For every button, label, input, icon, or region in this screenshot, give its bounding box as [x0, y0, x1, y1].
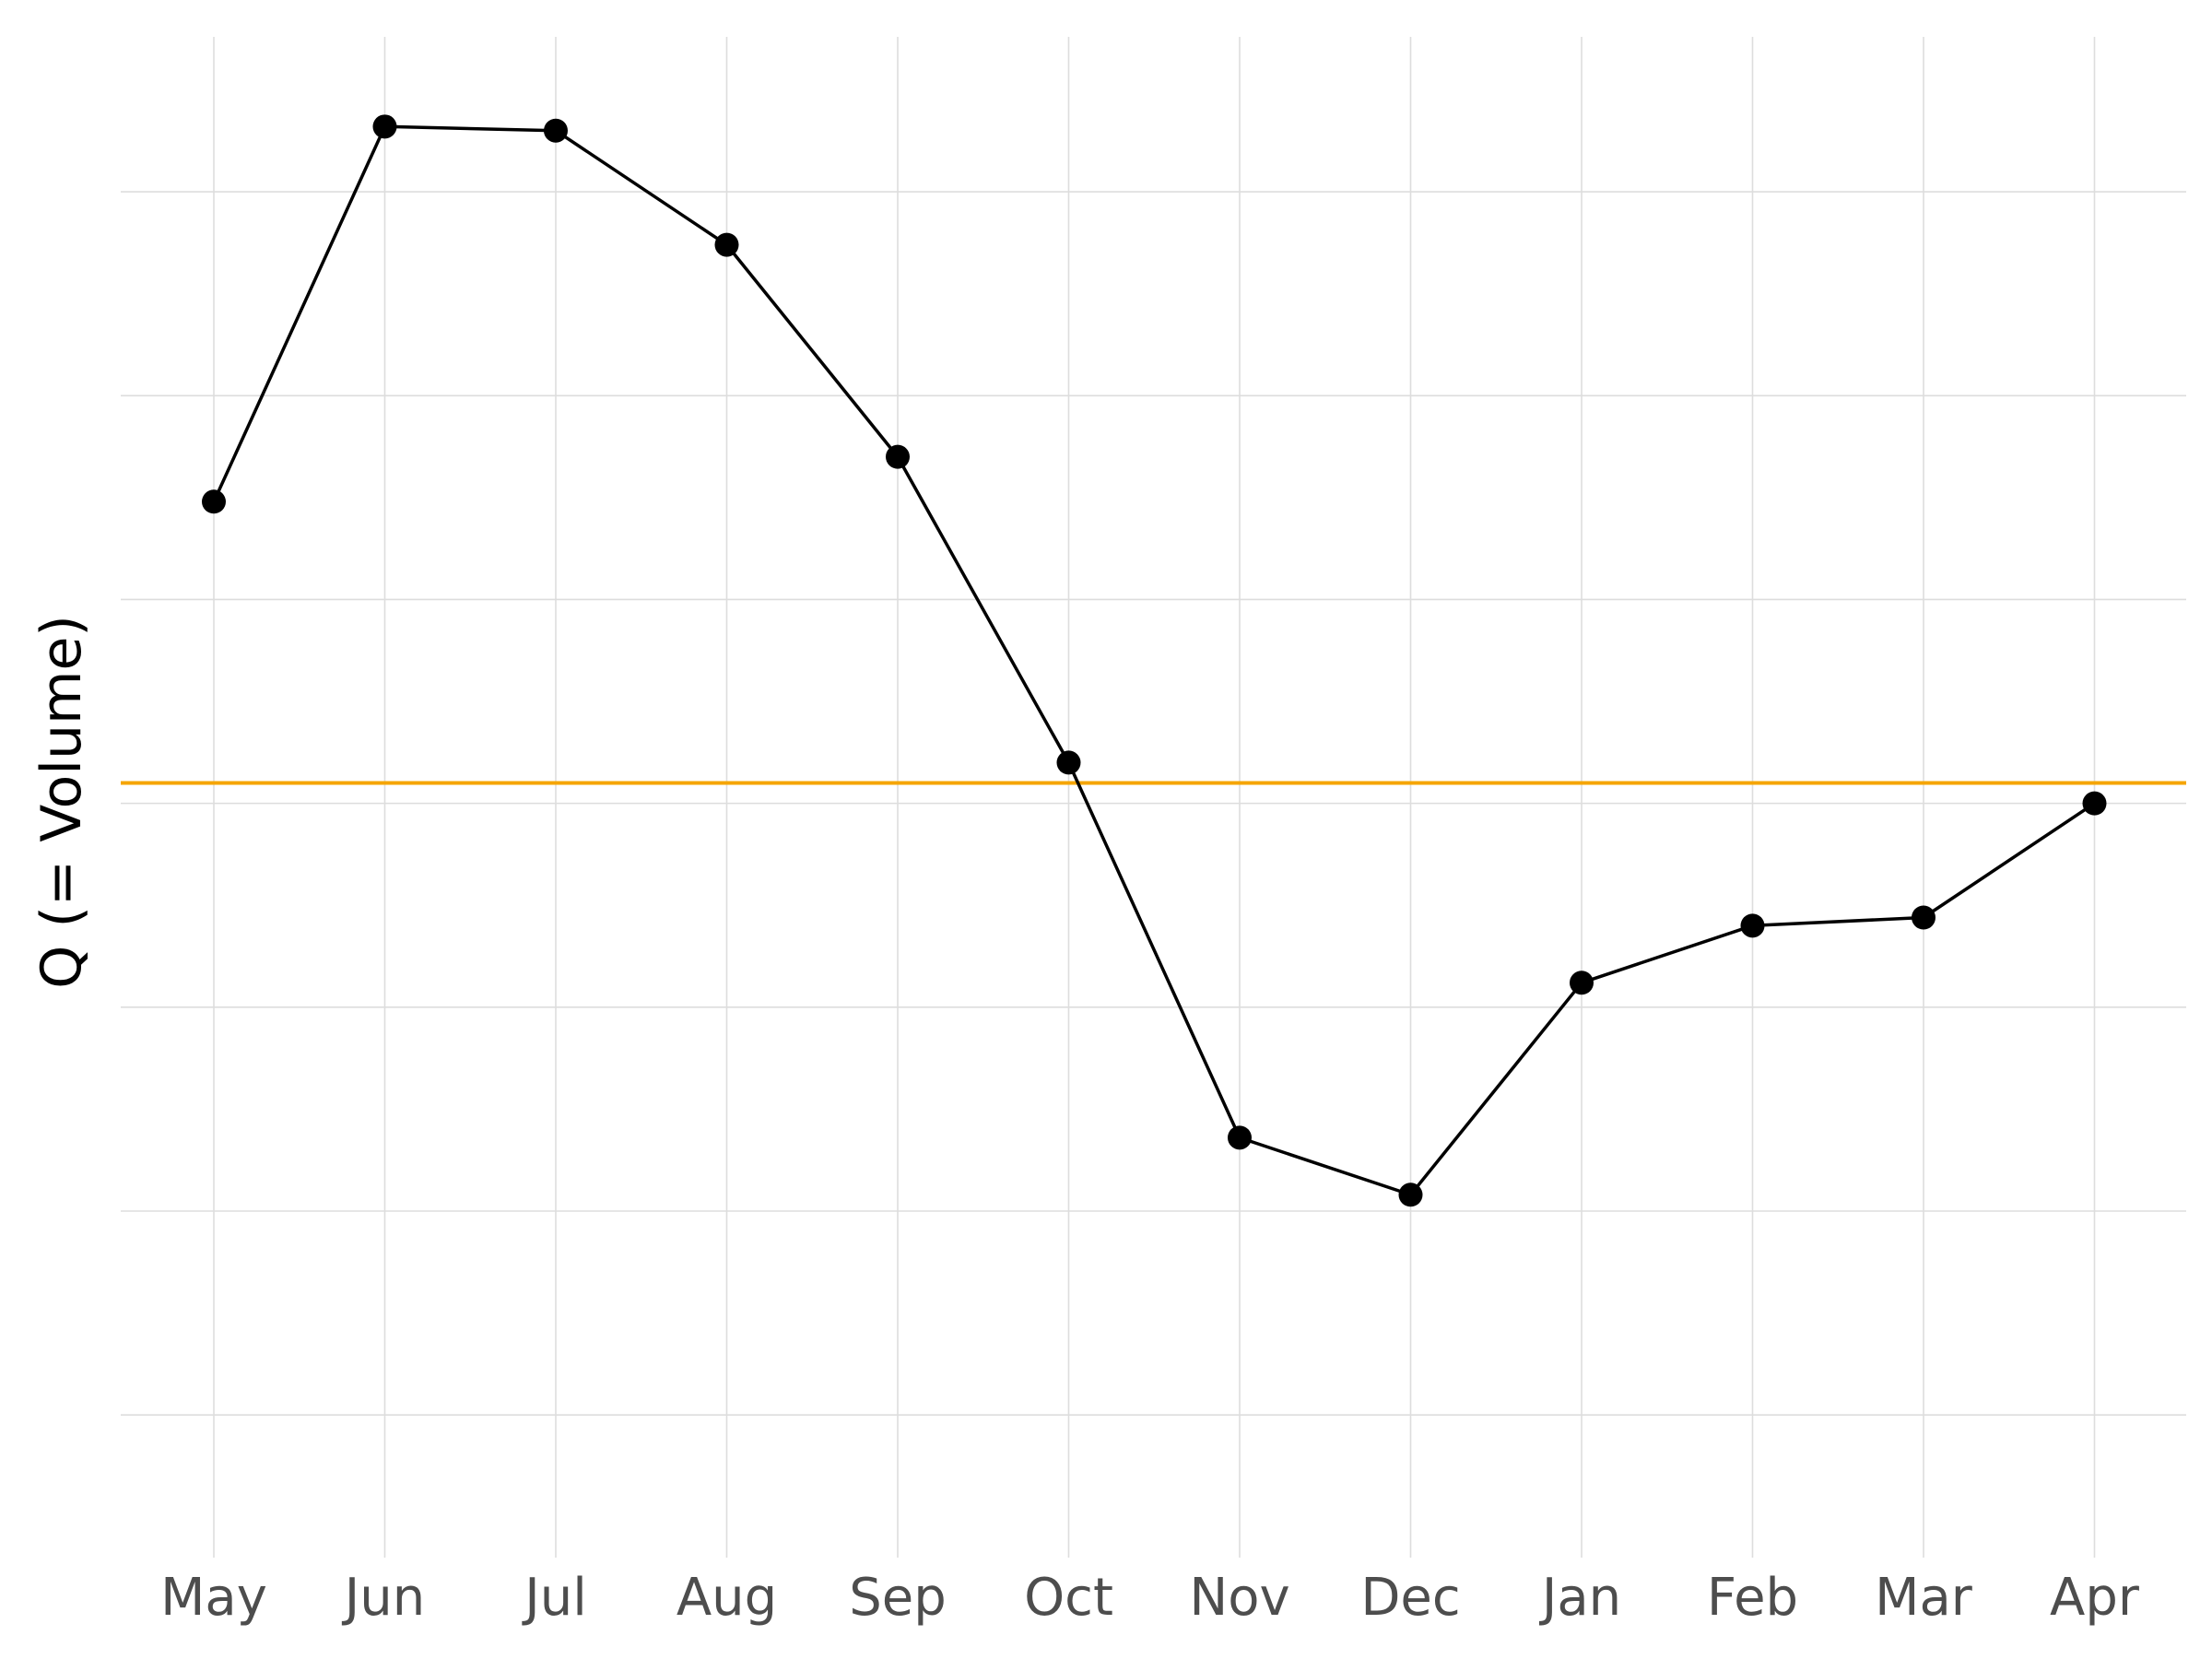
x-tick-label: Dec: [1360, 1568, 1460, 1628]
data-point: [372, 114, 397, 139]
series-group: [202, 114, 2107, 1207]
x-tick-label: Jan: [1539, 1568, 1621, 1628]
x-tick-label: Jul: [522, 1568, 587, 1628]
x-tick-label: Oct: [1024, 1568, 1113, 1628]
data-point: [1056, 750, 1081, 775]
x-tick-label: Jun: [342, 1568, 426, 1628]
x-tick-label: Aug: [677, 1568, 777, 1628]
x-tick-label: Apr: [2050, 1568, 2140, 1628]
data-point: [714, 232, 739, 257]
data-point: [886, 444, 910, 469]
x-tick-labels: May Jun Jul Aug Sep Oct Nov Dec Jan Feb Mar Apr: [160, 1568, 2140, 1628]
data-point: [1570, 971, 1594, 995]
data-point: [544, 118, 568, 143]
y-axis-title: Q (= Volume): [29, 615, 94, 989]
vertical-gridlines: [213, 37, 2096, 1558]
x-tick-label: Sep: [849, 1568, 947, 1628]
data-point: [1740, 913, 1765, 938]
data-point: [1398, 1182, 1423, 1207]
x-tick-label: Mar: [1875, 1568, 1973, 1628]
x-tick-label: May: [160, 1568, 267, 1628]
series-line: [212, 124, 2096, 1197]
x-tick-label: Nov: [1189, 1568, 1289, 1628]
data-point: [1228, 1125, 1252, 1150]
horizontal-gridlines: [121, 191, 2186, 1416]
data-point: [202, 489, 226, 514]
x-tick-label: Feb: [1707, 1568, 1798, 1628]
data-point: [1912, 905, 1936, 930]
data-point: [2082, 791, 2107, 816]
